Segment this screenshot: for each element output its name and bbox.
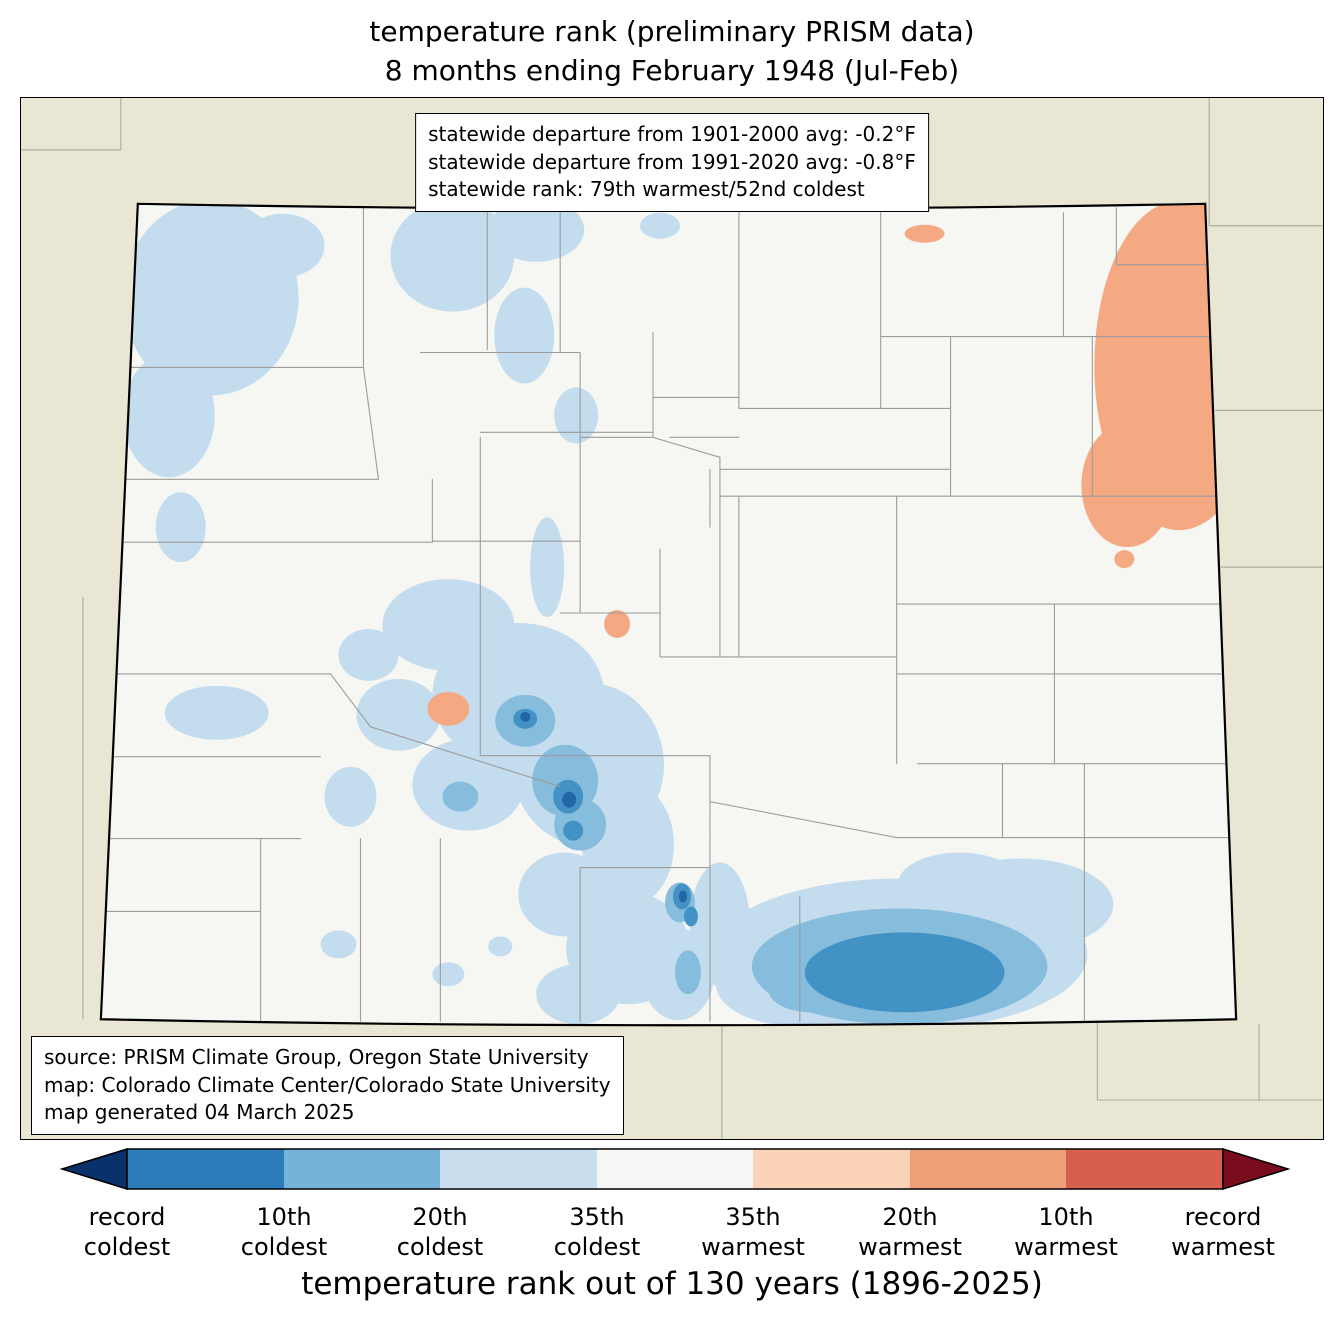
- colorbar: [59, 1147, 1291, 1191]
- colorbar-arrow-record-warmest: [1222, 1147, 1291, 1191]
- colorbar-seg-10th-coldest: [127, 1149, 284, 1189]
- state-fill: [100, 203, 1237, 1026]
- statewide-stats-box: statewide departure from 1901-2000 avg: …: [415, 113, 929, 212]
- colorbar-label-10th-coldest: 10th coldest: [240, 1203, 328, 1261]
- colorbar-label-35th-warmest: 35th warmest: [701, 1203, 805, 1261]
- source-box: source: PRISM Climate Group, Oregon Stat…: [31, 1036, 624, 1135]
- title-line-1: temperature rank (preliminary PRISM data…: [369, 15, 975, 48]
- neighbor-boundary-lines: [21, 98, 1323, 1139]
- source-line-2: map: Colorado Climate Center/Colorado St…: [44, 1072, 611, 1097]
- colorbar-label-35th-coldest: 35th coldest: [553, 1203, 641, 1261]
- source-line-1: source: PRISM Climate Group, Oregon Stat…: [44, 1045, 589, 1069]
- colorbar-label-20th-warmest: 20th warmest: [858, 1203, 962, 1261]
- colorbar-label-record-warmest: record warmest: [1171, 1203, 1275, 1261]
- colorbar-label-record-coldest: record coldest: [83, 1203, 171, 1261]
- colorbar-seg-middle: [597, 1149, 753, 1189]
- stats-line-2: statewide departure from 1991-2020 avg: …: [428, 149, 916, 174]
- colorbar-seg-35th-coldest: [440, 1149, 597, 1189]
- stats-line-1: statewide departure from 1901-2000 avg: …: [428, 122, 916, 146]
- cold-regions-dark: [520, 711, 687, 903]
- source-line-3: map generated 04 March 2025: [44, 1100, 355, 1125]
- colorado-map: [21, 98, 1323, 1139]
- county-boundary-lines: [100, 205, 1232, 1022]
- figure-title: temperature rank (preliminary PRISM data…: [0, 12, 1344, 90]
- colorbar-label-10th-warmest: 10th warmest: [1014, 1203, 1118, 1261]
- colorbar-seg-10th-warmest: [1066, 1149, 1223, 1189]
- colorbar-seg-35th-warmest: [753, 1149, 910, 1189]
- colorbar-seg-20th-coldest: [284, 1149, 440, 1189]
- colorbar-caption: temperature rank out of 130 years (1896-…: [301, 1266, 1043, 1302]
- colorbar-seg-20th-warmest: [910, 1149, 1066, 1189]
- stats-line-3: statewide rank: 79th warmest/52nd coldes…: [428, 177, 865, 202]
- map-frame: statewide departure from 1901-2000 avg: …: [20, 97, 1324, 1140]
- colorbar-arrow-record-coldest: [59, 1147, 128, 1191]
- title-line-2: 8 months ending February 1948 (Jul-Feb): [384, 54, 960, 88]
- colorbar-label-20th-coldest: 20th coldest: [396, 1203, 484, 1261]
